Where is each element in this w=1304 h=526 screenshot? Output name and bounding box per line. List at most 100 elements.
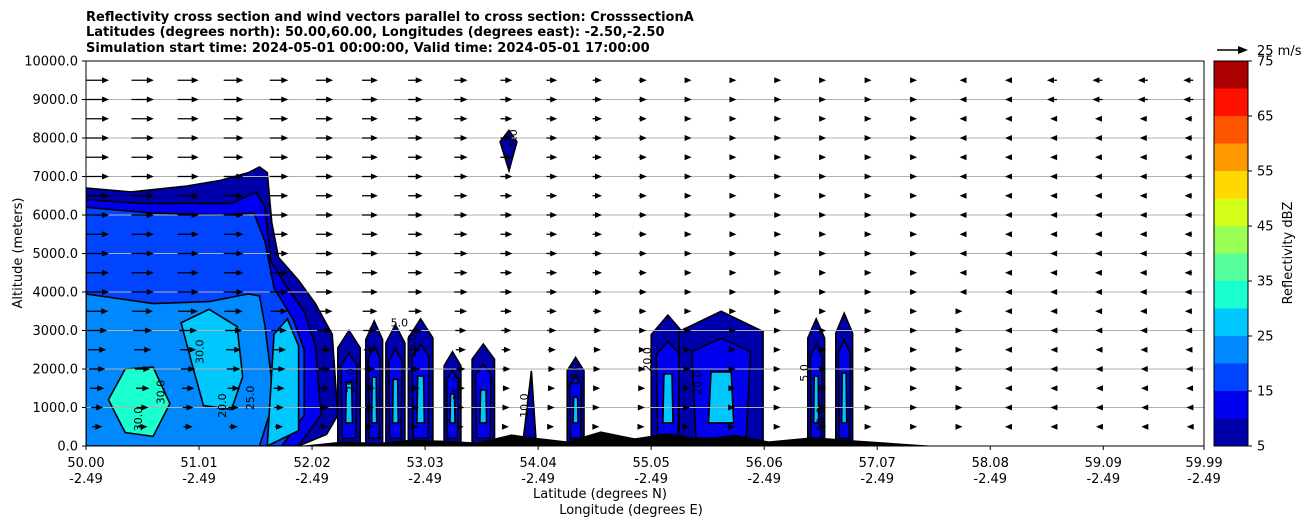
wind-vector — [1092, 96, 1103, 103]
colorbar-segment — [1214, 308, 1248, 336]
wind-vector — [864, 269, 872, 276]
colorbar-ticks: 5 15 25 35 45 55 65 75 — [1248, 55, 1274, 455]
cell-11-core — [840, 372, 848, 424]
wind-vector — [684, 269, 692, 276]
wind-vector — [269, 231, 289, 238]
wind-vector — [683, 366, 691, 372]
wind-vector — [729, 77, 737, 84]
wind-vector — [362, 269, 378, 276]
wind-vector — [729, 269, 737, 276]
wind-vector — [819, 404, 827, 411]
wind-vector — [362, 289, 378, 295]
colorbar-segment — [1214, 336, 1248, 364]
wind-vector — [271, 346, 287, 353]
x-tick-label-lat: 55.05 — [633, 456, 670, 471]
wind-vector — [223, 212, 244, 218]
wind-vector — [408, 135, 423, 141]
wind-vector — [864, 404, 872, 411]
contour-label: 15.0 — [406, 334, 419, 359]
wind-vector — [1137, 96, 1148, 103]
cell-upper — [499, 128, 518, 174]
wind-vector — [315, 115, 334, 122]
x-tick-label-lon: -2.49 — [408, 472, 442, 487]
wind-vector — [774, 173, 782, 180]
wind-vector — [1185, 366, 1193, 372]
x-tick-label-lat: 54.04 — [520, 456, 557, 471]
wind-vector — [1141, 423, 1149, 430]
wind-vector — [864, 192, 872, 199]
wind-vector — [1050, 346, 1058, 353]
wind-vector — [548, 385, 556, 392]
cell-9-core — [707, 371, 735, 424]
colorbar-tick-label: 45 — [1257, 220, 1274, 235]
colorbar-tick-label: 5 — [1257, 440, 1265, 455]
contour-region-25dbz — [180, 308, 244, 411]
cell-2-core — [370, 376, 378, 424]
wind-vector — [1139, 289, 1147, 295]
wind-vector — [86, 250, 110, 257]
wind-vector — [1184, 115, 1193, 122]
wind-vector — [910, 366, 918, 372]
wind-vector — [959, 212, 967, 218]
y-tick-label: 9000.0 — [33, 93, 79, 108]
wind-vector — [546, 135, 558, 141]
wind-vector — [362, 250, 378, 257]
wind-vector — [223, 269, 244, 276]
wind-vector — [1185, 327, 1193, 334]
wind-vector — [180, 346, 197, 353]
x-tick-label-lon: -2.49 — [1086, 472, 1120, 487]
wind-vector — [910, 192, 918, 199]
wind-vector — [408, 308, 423, 315]
wind-vector — [910, 96, 918, 103]
wind-vector — [1184, 231, 1193, 238]
wind-vector — [408, 115, 423, 122]
wind-vector — [684, 154, 692, 161]
wind-vector — [320, 404, 329, 411]
wind-vector — [1184, 173, 1193, 180]
wind-vector — [229, 423, 238, 430]
wind-vector — [454, 231, 468, 238]
wind-vector — [819, 192, 827, 199]
wind-vector — [411, 423, 419, 430]
contour-label: 15.0 — [451, 376, 464, 401]
wind-vector — [910, 250, 918, 257]
wind-vector — [408, 96, 423, 103]
contour-label: 30.0 — [154, 380, 167, 405]
cell-6-core — [479, 389, 488, 424]
wind-vector — [269, 269, 289, 276]
wind-vector — [131, 77, 154, 84]
wind-vector — [864, 423, 872, 430]
colorbar-frame — [1213, 60, 1249, 447]
wind-vector — [1139, 231, 1147, 238]
wind-vector — [682, 423, 690, 430]
wind-vector — [225, 327, 242, 334]
wind-vector — [91, 404, 104, 411]
wind-vector — [546, 269, 558, 276]
wind-vector — [910, 346, 918, 353]
wind-vector — [773, 423, 781, 430]
wind-vector — [408, 212, 423, 218]
plot-area: 5.0 30.0 30.0 30.0 25.0 20.0 25.0 5.0 20.0 20.0 5.… — [86, 61, 1204, 446]
wind-vector — [1094, 154, 1102, 161]
chart-title-line-2: Latitudes (degrees north): 50.00,60.00, … — [86, 25, 665, 40]
wind-vector — [1095, 346, 1103, 353]
wind-vector — [547, 327, 557, 334]
wind-vector — [137, 423, 148, 430]
wind-vector — [177, 289, 199, 295]
wind-vector — [819, 289, 827, 295]
wind-vector — [592, 231, 602, 238]
wind-vector — [910, 115, 918, 122]
wind-vector — [1004, 231, 1012, 238]
y-tick-label: 6000.0 — [33, 209, 79, 224]
wind-vector — [546, 192, 558, 199]
wind-vector — [362, 192, 378, 199]
wind-vector — [955, 366, 963, 372]
cell-1-core — [344, 381, 354, 424]
x-tick-label-lat: 51.01 — [180, 456, 217, 471]
wind-vector — [501, 327, 512, 334]
contour-label: 20.0 — [216, 393, 229, 418]
wind-vector — [1004, 250, 1012, 257]
wind-vector — [955, 327, 963, 334]
wind-vector — [1050, 289, 1058, 295]
wind-vector — [1004, 135, 1012, 141]
